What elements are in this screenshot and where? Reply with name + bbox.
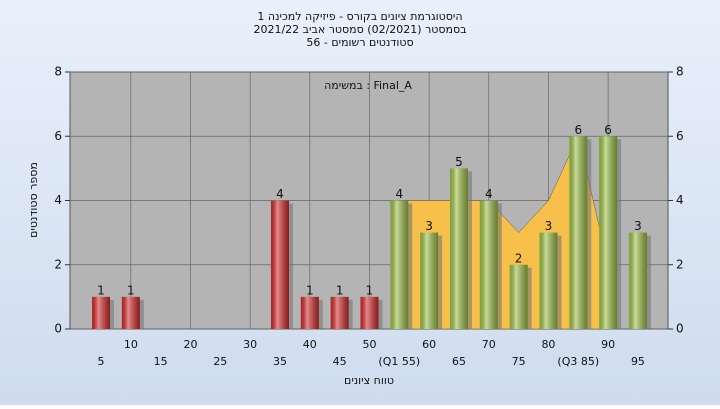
x-tick-label: 80	[541, 338, 555, 351]
bar-shade	[92, 296, 110, 329]
data-label: 3	[425, 219, 433, 233]
x-tick-label: 30	[243, 338, 257, 351]
x-tick-label: 75	[512, 355, 526, 368]
x-tick-label: 35	[273, 355, 287, 368]
x-tick-label: 5	[98, 355, 105, 368]
bar-shade	[539, 232, 558, 329]
annotation: במשימה : Final_A	[324, 79, 412, 92]
data-label: 1	[336, 283, 344, 297]
x-tick-label: 40	[303, 338, 317, 351]
bar-shade	[390, 200, 409, 329]
bar-shade	[628, 232, 647, 329]
bar-shade	[300, 296, 319, 329]
y2-tick-label: 2	[676, 257, 684, 271]
title-line: סטודנטים רשומים - 56	[306, 36, 413, 49]
bar-shade	[449, 168, 468, 329]
y2-tick-label: 4	[676, 193, 684, 207]
x-tick-label: 10	[124, 338, 138, 351]
x-tick-label: 50	[362, 338, 376, 351]
bar-shade	[270, 200, 289, 329]
data-label: 4	[485, 187, 493, 201]
data-label: 4	[276, 187, 284, 201]
data-label: 1	[127, 283, 135, 297]
x-tick-label: 25	[213, 355, 227, 368]
y-tick-label: 2	[54, 257, 62, 271]
x-tick-label: 95	[631, 355, 645, 368]
bar-shade	[569, 136, 588, 329]
x-tick-label: 60	[422, 338, 436, 351]
bar-shade	[599, 136, 618, 329]
data-label: 4	[395, 187, 403, 201]
bar-shade	[479, 200, 498, 329]
y-tick-label: 4	[54, 193, 62, 207]
y-tick-label: 8	[54, 65, 62, 79]
x-tick-label: (Q3 85)	[557, 355, 599, 368]
x-tick-label: 45	[333, 355, 347, 368]
data-label: 1	[306, 283, 314, 297]
bar-shade	[509, 264, 528, 329]
y-tick-label: 0	[54, 322, 62, 336]
x-tick-label: 70	[482, 338, 496, 351]
data-label: 3	[545, 219, 553, 233]
title-line: היסטוגרמת ציונים בקורס - פיזיקה למכינה 1	[257, 10, 462, 23]
data-label: 1	[366, 283, 374, 297]
data-label: 3	[634, 219, 642, 233]
x-tick-label: 90	[601, 338, 615, 351]
x-tick-label: 65	[452, 355, 466, 368]
y2-tick-label: 8	[676, 65, 684, 79]
data-label: 6	[574, 123, 582, 137]
data-label: 5	[455, 155, 463, 169]
data-label: 2	[515, 251, 523, 265]
x-tick-label: (Q1 55)	[378, 355, 420, 368]
y-tick-label: 6	[54, 129, 62, 143]
data-label: 6	[604, 123, 612, 137]
x-tick-label: 15	[154, 355, 168, 368]
data-label: 1	[97, 283, 105, 297]
x-axis-label: טווח ציונים	[344, 374, 394, 387]
bar-shade	[420, 232, 439, 329]
y2-tick-label: 0	[676, 322, 684, 336]
bar-shade	[330, 296, 349, 329]
y-axis-label: מספר סטודנטים	[27, 162, 40, 238]
bar-shade	[360, 296, 379, 329]
y2-tick-label: 6	[676, 129, 684, 143]
title-line: בסמסטר (02/2021) סמסטר אביב 2021/22	[253, 23, 466, 36]
bar-shade	[121, 296, 140, 329]
x-tick-label: 20	[183, 338, 197, 351]
